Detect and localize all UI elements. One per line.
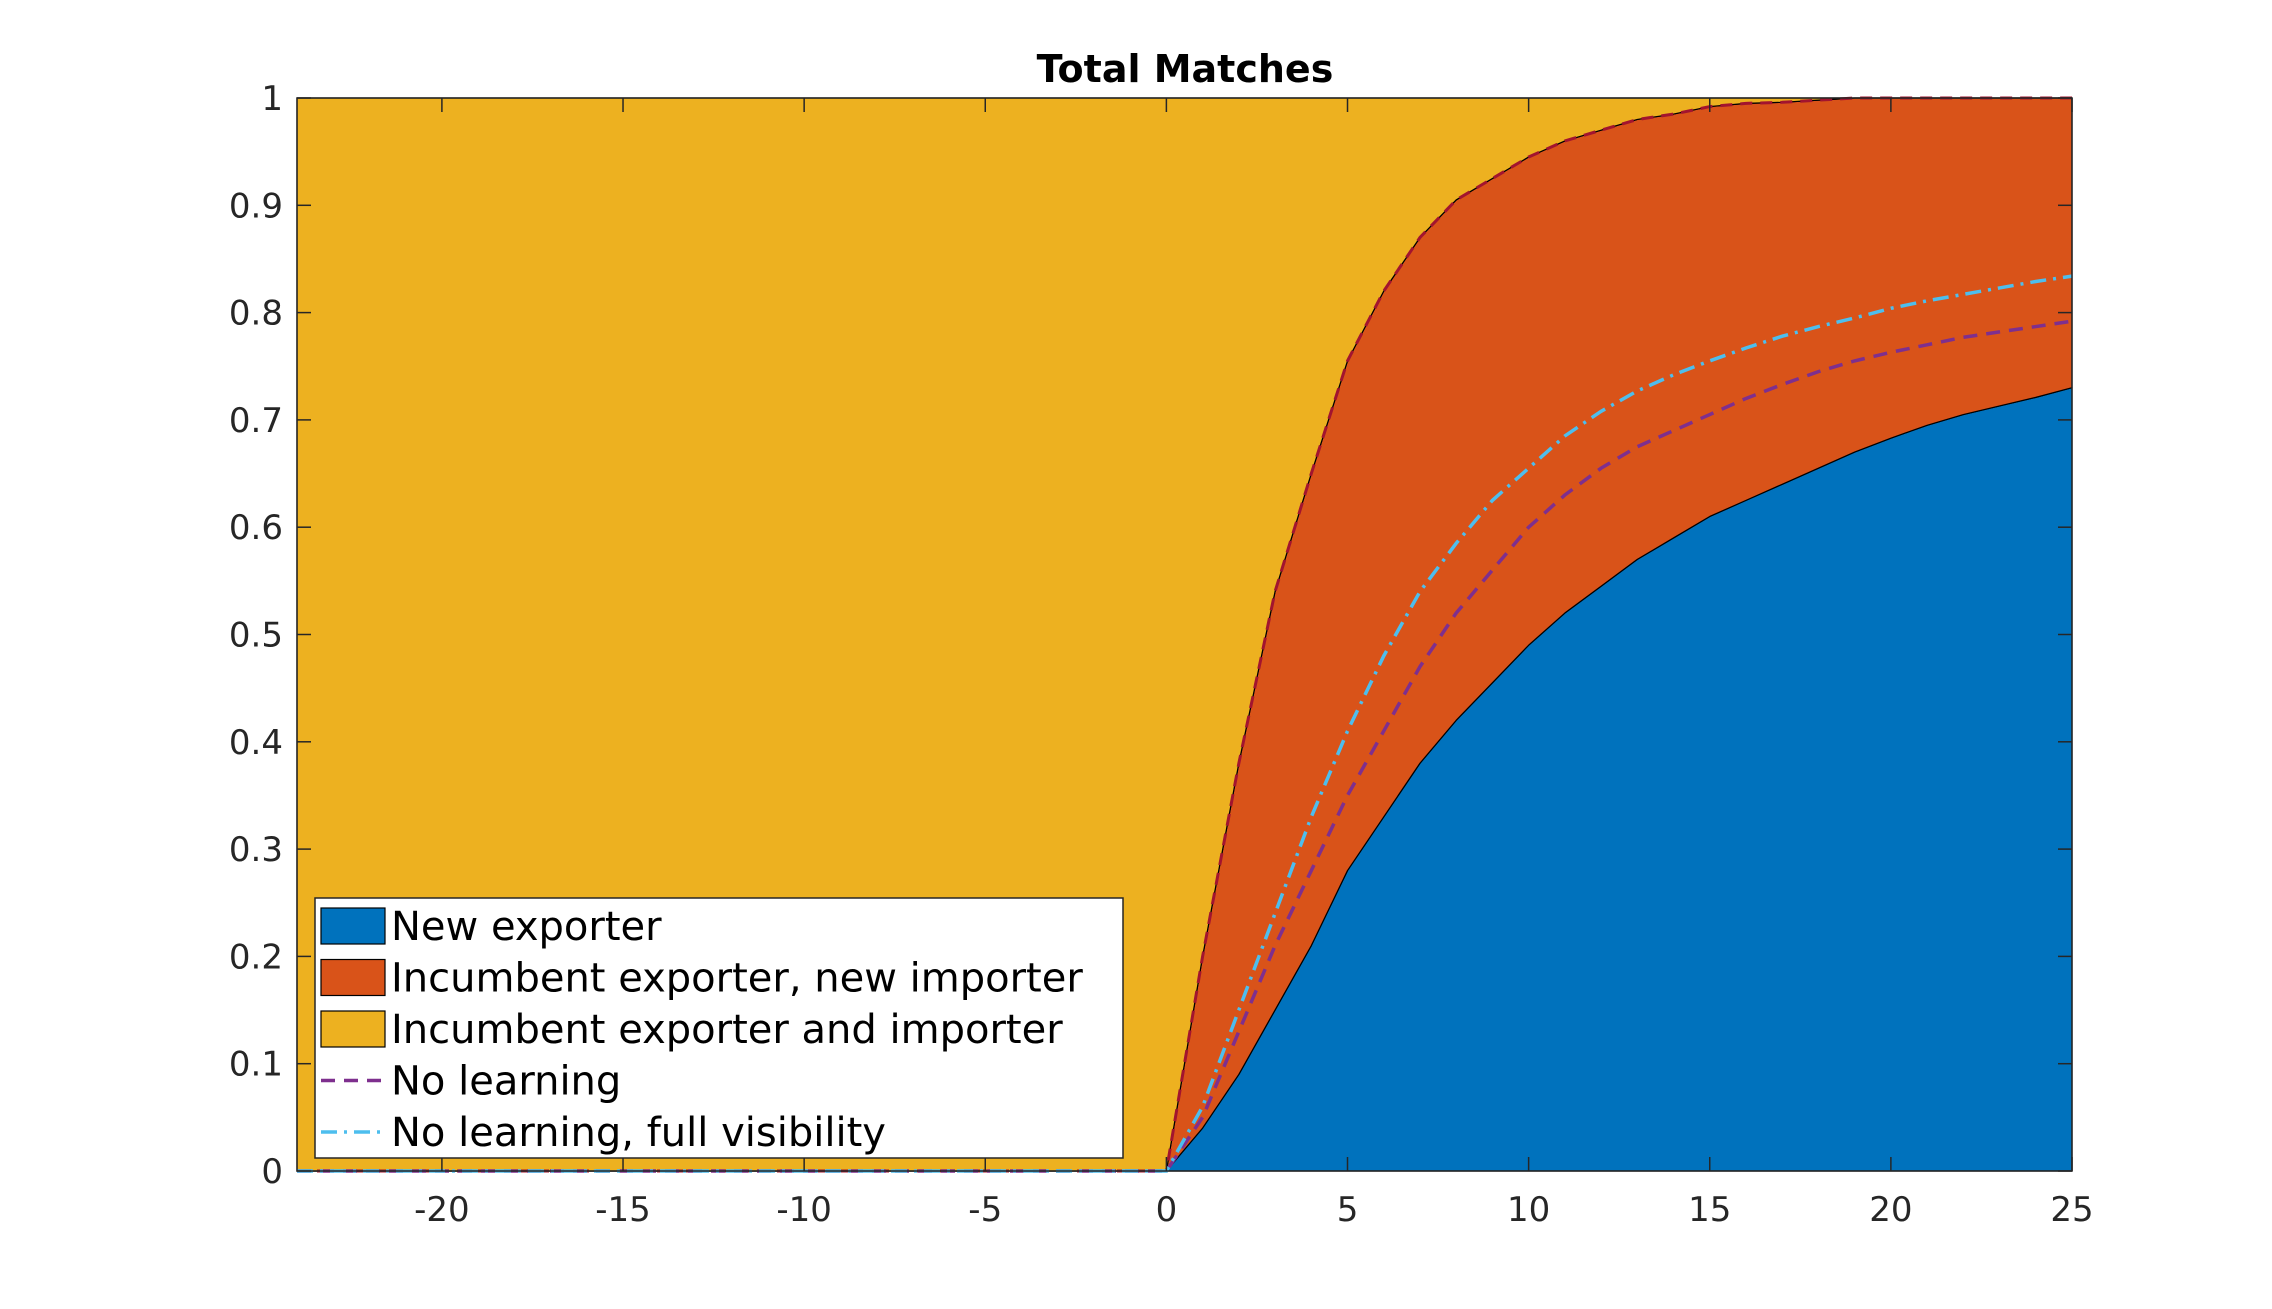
upper-outline-line bbox=[297, 96, 2072, 1173]
y-tick-label: 0.1 bbox=[229, 1045, 283, 1085]
y-tick-label: 0.7 bbox=[229, 401, 283, 441]
x-tick-label: -10 bbox=[776, 1190, 832, 1230]
x-tick-label: 0 bbox=[1156, 1190, 1178, 1230]
y-tick-label: 0.6 bbox=[229, 508, 283, 548]
legend-label-4: No learning bbox=[391, 1059, 621, 1105]
y-tick-label: 0.5 bbox=[229, 616, 283, 656]
x-tick-label: 10 bbox=[1507, 1190, 1550, 1230]
legend-box bbox=[314, 897, 1124, 1159]
x-tick-label: 5 bbox=[1337, 1190, 1359, 1230]
legend-label-1: New exporter bbox=[391, 904, 662, 950]
y-tick-label: 0.2 bbox=[229, 937, 283, 977]
line-series-2 bbox=[297, 274, 2073, 1173]
x-tick-label: 15 bbox=[1688, 1190, 1731, 1230]
axes: -20 -15 -10 -5 0 5 10 15 20 25 0 0.1 0.2 0.3 0.4 0.5 0.6… bbox=[229, 79, 2094, 1230]
x-tick-label: -5 bbox=[968, 1190, 1002, 1230]
x-tick-label: 25 bbox=[2050, 1190, 2093, 1230]
legend: New exporter Incumbent exporter, new impo… bbox=[314, 897, 1124, 1159]
legend-label-2: Incumbent exporter, new importer bbox=[391, 956, 1083, 1002]
legend-swatch-2 bbox=[320, 958, 386, 997]
legend-swatch-1 bbox=[320, 907, 386, 945]
x-tick-label: -20 bbox=[414, 1190, 470, 1230]
x-tick-label: 20 bbox=[1869, 1190, 1912, 1230]
y-tick-label: 0.3 bbox=[229, 830, 283, 870]
chart-title: Total Matches bbox=[1037, 47, 1334, 91]
legend-swatch-3 bbox=[320, 1010, 386, 1048]
x-tick-label: -15 bbox=[595, 1190, 651, 1230]
y-tick-label: 0.8 bbox=[229, 294, 283, 334]
y-tick-label: 0 bbox=[261, 1152, 283, 1192]
y-tick-label: 0.4 bbox=[229, 723, 283, 763]
y-tick-label: 0.9 bbox=[229, 186, 283, 226]
y-tick-label: 1 bbox=[261, 79, 283, 119]
line-series-1 bbox=[297, 319, 2073, 1173]
legend-label-5: No learning, full visibility bbox=[391, 1110, 886, 1156]
legend-label-3: Incumbent exporter and importer bbox=[391, 1007, 1063, 1053]
